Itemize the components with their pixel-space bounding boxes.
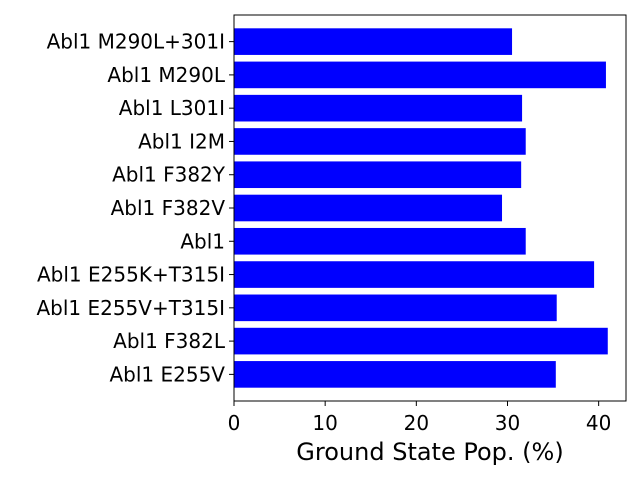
y-tick-label: Abl1 M290L+301I: [47, 30, 225, 54]
x-tick-label: 40: [586, 411, 611, 435]
bar: [234, 294, 557, 322]
x-tick-label: 10: [312, 411, 337, 435]
y-axis-ticks: Abl1 E255V Abl1 F382L Abl1 E255V+T315I Abl1…: [36, 30, 234, 386]
bar: [234, 361, 556, 388]
bar: [234, 327, 608, 355]
bar: [234, 227, 526, 255]
y-tick-label: Abl1 E255V: [109, 362, 225, 386]
bar: [234, 94, 523, 122]
x-axis-ticks: 0 10 20 30 40: [228, 401, 611, 435]
bar: [234, 161, 522, 189]
y-tick-label: Abl1 F382Y: [112, 163, 226, 187]
x-tick-label: 0: [228, 411, 241, 435]
y-tick-label: Abl1: [180, 229, 225, 253]
y-tick-label: Abl1 M290L: [107, 63, 225, 87]
y-tick-label: Abl1 I2M: [138, 129, 225, 153]
bar: [234, 28, 513, 55]
y-tick-label: Abl1 E255V+T315I: [36, 296, 225, 320]
bar: [234, 261, 595, 288]
bar: [234, 128, 526, 155]
bar: [234, 194, 503, 222]
x-tick-label: 30: [495, 411, 520, 435]
y-tick-label: Abl1 E255K+T315I: [37, 263, 225, 287]
y-tick-label: Abl1 F382V: [111, 196, 226, 220]
x-tick-label: 20: [404, 411, 429, 435]
bars-group: [234, 28, 608, 388]
y-tick-label: Abl1 F382L: [113, 329, 226, 353]
y-tick-label: Abl1 L301I: [119, 96, 225, 120]
x-axis-label: Ground State Pop. (%): [296, 438, 563, 466]
bar: [234, 61, 606, 89]
